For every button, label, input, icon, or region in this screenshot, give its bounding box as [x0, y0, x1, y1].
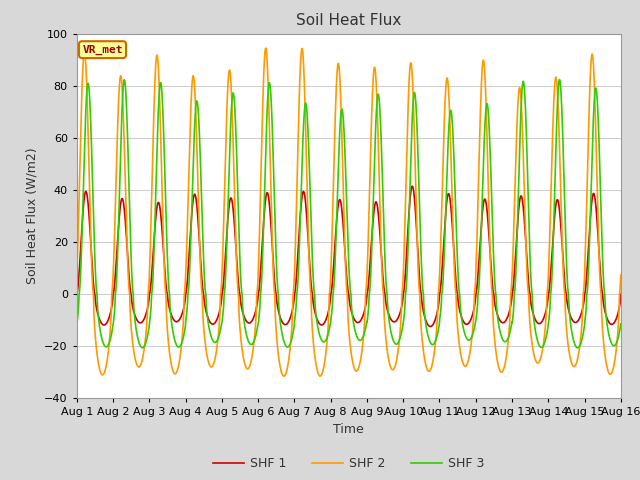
SHF 3 — [365, 308, 372, 313]
SHF 3 — [569, 335, 577, 341]
SHF 2 — [508, 287, 515, 293]
SHF 2 — [225, 73, 232, 79]
SHF 3 — [73, 322, 81, 327]
SHF 3 — [225, 187, 232, 193]
SHF 1 — [73, 291, 81, 297]
SHF 3 — [556, 77, 563, 83]
X-axis label: Time: Time — [333, 423, 364, 436]
SHF 1 — [225, 209, 232, 215]
Legend: SHF 1, SHF 2, SHF 3: SHF 1, SHF 2, SHF 3 — [208, 452, 490, 475]
SHF 1 — [365, 283, 372, 288]
SHF 2 — [377, 230, 385, 236]
SHF 2 — [584, 136, 592, 142]
SHF 3 — [584, 272, 592, 278]
SHF 1 — [617, 291, 625, 297]
Text: VR_met: VR_met — [82, 45, 123, 55]
SHF 2 — [262, 45, 269, 51]
Line: SHF 2: SHF 2 — [77, 48, 621, 376]
Line: SHF 3: SHF 3 — [77, 80, 621, 348]
SHF 1 — [426, 324, 434, 329]
SHF 3 — [574, 345, 582, 351]
Title: Soil Heat Flux: Soil Heat Flux — [296, 13, 401, 28]
SHF 1 — [584, 248, 592, 253]
SHF 2 — [280, 373, 288, 379]
SHF 1 — [570, 318, 577, 324]
SHF 3 — [507, 326, 515, 332]
SHF 1 — [408, 183, 416, 189]
SHF 3 — [376, 112, 384, 118]
Line: SHF 1: SHF 1 — [77, 186, 621, 326]
SHF 2 — [570, 363, 577, 369]
SHF 1 — [376, 234, 384, 240]
SHF 2 — [617, 272, 625, 278]
SHF 2 — [73, 272, 81, 278]
Y-axis label: Soil Heat Flux (W/m2): Soil Heat Flux (W/m2) — [26, 148, 38, 284]
SHF 3 — [617, 321, 625, 327]
SHF 1 — [508, 300, 515, 306]
SHF 2 — [365, 215, 372, 221]
